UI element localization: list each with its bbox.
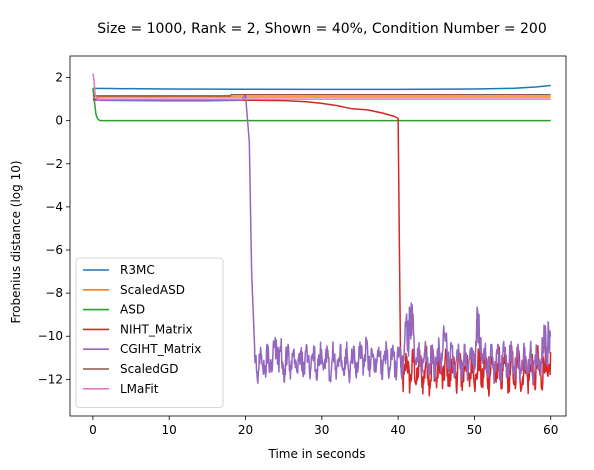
- legend: R3MC ScaledASD ASD NIHT_Matrix CGIHT_Matrix S…: [75, 257, 224, 409]
- legend-entry: ScaledASD: [120, 283, 185, 297]
- x-tick-label: 50: [467, 423, 482, 437]
- y-tick-label: −8: [45, 286, 63, 300]
- x-tick-label: 60: [543, 423, 558, 437]
- plot-frame: [69, 55, 567, 417]
- chart-title: Size = 1000, Rank = 2, Shown = 40%, Cond…: [97, 21, 546, 37]
- y-tick-label: −6: [45, 243, 63, 257]
- series-line-asd: [92, 88, 551, 122]
- plot-area: [92, 73, 552, 397]
- x-tick-label: 40: [390, 423, 405, 437]
- y-tick-label: −4: [45, 200, 63, 214]
- legend-box: [75, 257, 224, 409]
- legend-entry: CGIHT_Matrix: [120, 342, 201, 356]
- series-line-scaledgd: [92, 94, 551, 97]
- series-line-cgiht-matrix: [92, 94, 552, 385]
- legend-entry: ASD: [120, 303, 145, 317]
- y-tick-label: 2: [55, 71, 63, 85]
- y-axis-label: Frobenius distance (log 10): [9, 160, 23, 323]
- legend-entry: LMaFit: [120, 382, 159, 396]
- x-axis-label: Time in seconds: [268, 447, 366, 461]
- legend-entry: ScaledGD: [120, 362, 178, 376]
- series-line-r3mc: [92, 84, 551, 91]
- x-tick-label: 30: [314, 423, 329, 437]
- y-tick-label: 0: [55, 114, 63, 128]
- x-axis: 0 10 20 30 40 50 60: [89, 416, 558, 437]
- legend-entry: NIHT_Matrix: [120, 322, 193, 336]
- x-tick-label: 20: [238, 423, 253, 437]
- y-axis: 2 0 −2 −4 −6 −8 −10 −12: [38, 71, 70, 386]
- legend-entry: R3MC: [120, 263, 155, 277]
- y-tick-label: −12: [38, 372, 63, 386]
- x-tick-label: 10: [162, 423, 177, 437]
- series-line-lmafit: [92, 73, 551, 101]
- x-tick-label: 0: [89, 423, 97, 437]
- y-tick-label: −10: [38, 329, 63, 343]
- y-tick-label: −2: [45, 157, 63, 171]
